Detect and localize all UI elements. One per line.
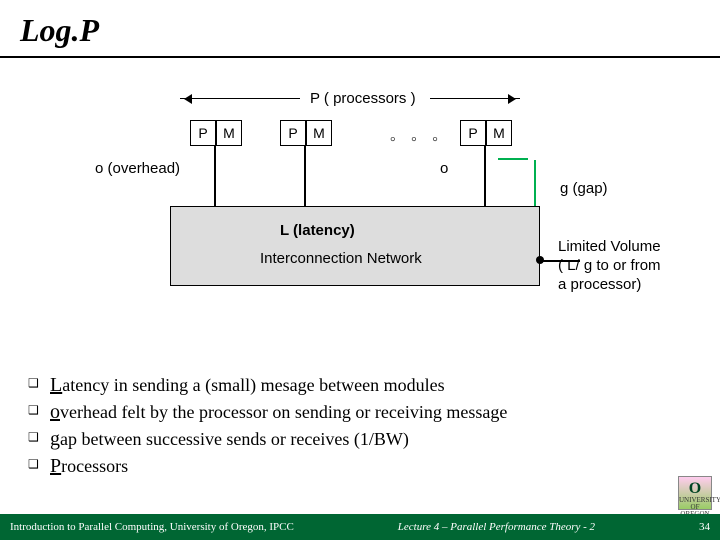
university-logo: O UNIVERSITY OF OREGON	[678, 476, 712, 510]
interconnect-box	[170, 206, 540, 286]
processor-node-1: P M	[190, 120, 242, 146]
title-rule	[0, 56, 720, 58]
ellipsis-icon: ° ° °	[390, 135, 444, 151]
network-label: Interconnection Network	[260, 250, 422, 267]
m-box: M	[486, 120, 512, 146]
processor-node-2: P M	[280, 120, 332, 146]
processors-arrow-right	[430, 98, 520, 99]
gap-bracket-vert	[526, 160, 536, 206]
logp-diagram: P ( processors ) P M P M ° ° ° P M o (ov…	[0, 90, 720, 360]
overhead-label-right: o	[440, 160, 448, 177]
slide-footer: Introduction to Parallel Computing, Univ…	[0, 514, 720, 540]
footer-page-number: 34	[699, 521, 710, 533]
m-box: M	[306, 120, 332, 146]
footer-left: Introduction to Parallel Computing, Univ…	[10, 521, 294, 533]
processors-arrow-left	[180, 98, 300, 99]
p-box: P	[460, 120, 486, 146]
slide-title: Log.P	[20, 12, 99, 49]
gap-label: g (gap)	[560, 180, 608, 197]
bullet-overhead: overhead felt by the processor on sendin…	[28, 401, 698, 424]
processor-node-n: P M	[460, 120, 512, 146]
limited-volume-note: Limited Volume ( L/ g to or from a proce…	[558, 238, 661, 294]
gap-bracket-top	[498, 158, 528, 160]
bullet-list: Latency in sending a (small) mesage betw…	[28, 370, 698, 482]
logo-o-icon: O	[679, 481, 711, 497]
connector-1	[214, 146, 216, 206]
processors-label: P ( processors )	[310, 90, 416, 107]
bullet-gap: gap between successive sends or receives…	[28, 428, 698, 451]
p-box: P	[280, 120, 306, 146]
latency-label: L (latency)	[280, 222, 355, 239]
m-box: M	[216, 120, 242, 146]
connector-3	[484, 146, 486, 206]
bullet-latency: Latency in sending a (small) mesage betw…	[28, 374, 698, 397]
connector-2	[304, 146, 306, 206]
overhead-label-left: o (overhead)	[95, 160, 180, 177]
bullet-processors: Processors	[28, 455, 698, 478]
footer-lecture: Lecture 4 – Parallel Performance Theory …	[398, 521, 595, 533]
p-box: P	[190, 120, 216, 146]
